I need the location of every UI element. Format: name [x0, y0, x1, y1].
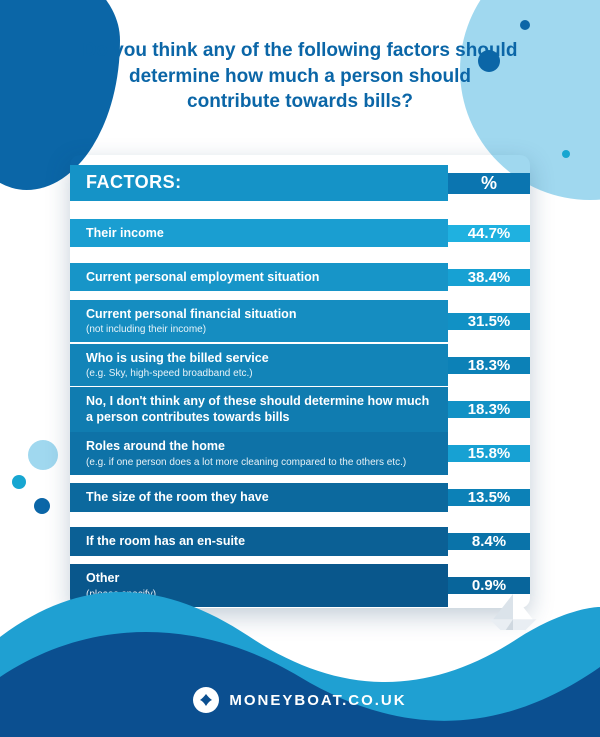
factor-cell: Their income [70, 219, 448, 247]
decor-dot [34, 498, 50, 514]
pct-cell: 18.3% [448, 357, 530, 374]
decor-dot [520, 20, 530, 30]
brand-text: moneyboat.co.uk [229, 692, 406, 709]
table-header-pct: % [448, 173, 530, 194]
table-row: Roles around the home(e.g. if one person… [70, 432, 530, 476]
brand-footer: moneyboat.co.uk [0, 687, 600, 713]
table-row: Who is using the billed service(e.g. Sky… [70, 343, 530, 387]
table-header-row: Factors: % [70, 155, 530, 211]
page-title: Do you think any of the following factor… [0, 38, 600, 115]
table-row: Their income44.7% [70, 211, 530, 255]
factor-cell: Who is using the billed service(e.g. Sky… [70, 344, 448, 386]
pct-cell: 31.5% [448, 313, 530, 330]
pct-cell: 15.8% [448, 445, 530, 462]
factor-cell: No, I don't think any of these should de… [70, 387, 448, 432]
decor-dot [12, 475, 26, 489]
table-row: No, I don't think any of these should de… [70, 387, 530, 432]
table-row: Current personal financial situation(not… [70, 299, 530, 343]
factor-cell: The size of the room they have [70, 483, 448, 511]
pct-cell: 44.7% [448, 225, 530, 242]
decor-dot [562, 150, 570, 158]
table-row: The size of the room they have13.5% [70, 476, 530, 520]
brand-logo-icon [193, 687, 219, 713]
paper-boat-icon [486, 592, 540, 632]
pct-cell: 18.3% [448, 401, 530, 418]
table-header-factors: Factors: [70, 165, 448, 200]
decor-dot [28, 440, 58, 470]
factor-cell: Roles around the home(e.g. if one person… [70, 432, 448, 474]
pct-cell: 13.5% [448, 489, 530, 506]
factors-table: Factors: % Their income44.7%Current pers… [70, 155, 530, 608]
factor-cell: Current personal employment situation [70, 263, 448, 291]
factor-cell: Current personal financial situation(not… [70, 300, 448, 342]
table-row: Current personal employment situation38.… [70, 255, 530, 299]
pct-cell: 38.4% [448, 269, 530, 286]
